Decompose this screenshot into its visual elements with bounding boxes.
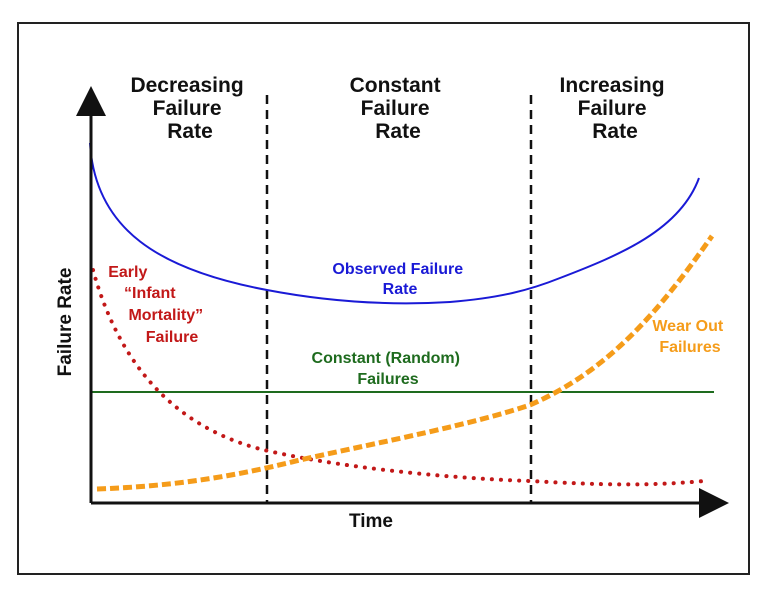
region-line: Rate	[167, 120, 213, 143]
label-line: Rate	[383, 281, 418, 298]
region-line: Rate	[592, 120, 638, 143]
observed-failure-label: Observed Failure Rate	[332, 261, 467, 298]
label-line: “Infant	[124, 285, 176, 302]
wear-out-label: Wear Out Failures	[652, 318, 727, 356]
label-line: Wear Out	[652, 318, 724, 335]
label-line: Early	[108, 264, 147, 281]
region-title-decreasing: Decreasing Failure Rate	[130, 74, 249, 143]
label-line: Failures	[659, 339, 720, 356]
region-title-constant: Constant Failure Rate	[350, 74, 447, 143]
label-line: Constant (Random)	[312, 350, 460, 367]
region-line: Failure	[361, 97, 430, 120]
wear-out-curve	[96, 234, 715, 492]
constant-failure-label: Constant (Random) Failures	[312, 350, 465, 388]
infant-mortality-label: Early “Infant Mortality” Failure	[108, 264, 207, 346]
observed-failure-curve	[89, 142, 700, 305]
region-line: Decreasing	[130, 74, 243, 97]
region-line: Constant	[350, 74, 441, 97]
y-axis-title: Failure Rate	[55, 268, 76, 377]
region-title-increasing: Increasing Failure Rate	[560, 74, 671, 143]
x-axis-title: Time	[349, 511, 393, 532]
label-line: Mortality”	[128, 307, 203, 324]
infant-mortality-curve	[91, 268, 706, 487]
region-line: Increasing	[560, 74, 665, 97]
region-line: Rate	[375, 120, 421, 143]
label-line: Observed Failure	[332, 261, 463, 278]
region-line: Failure	[578, 97, 647, 120]
label-line: Failure	[146, 329, 199, 346]
label-line: Failures	[357, 371, 418, 388]
region-line: Failure	[153, 97, 222, 120]
